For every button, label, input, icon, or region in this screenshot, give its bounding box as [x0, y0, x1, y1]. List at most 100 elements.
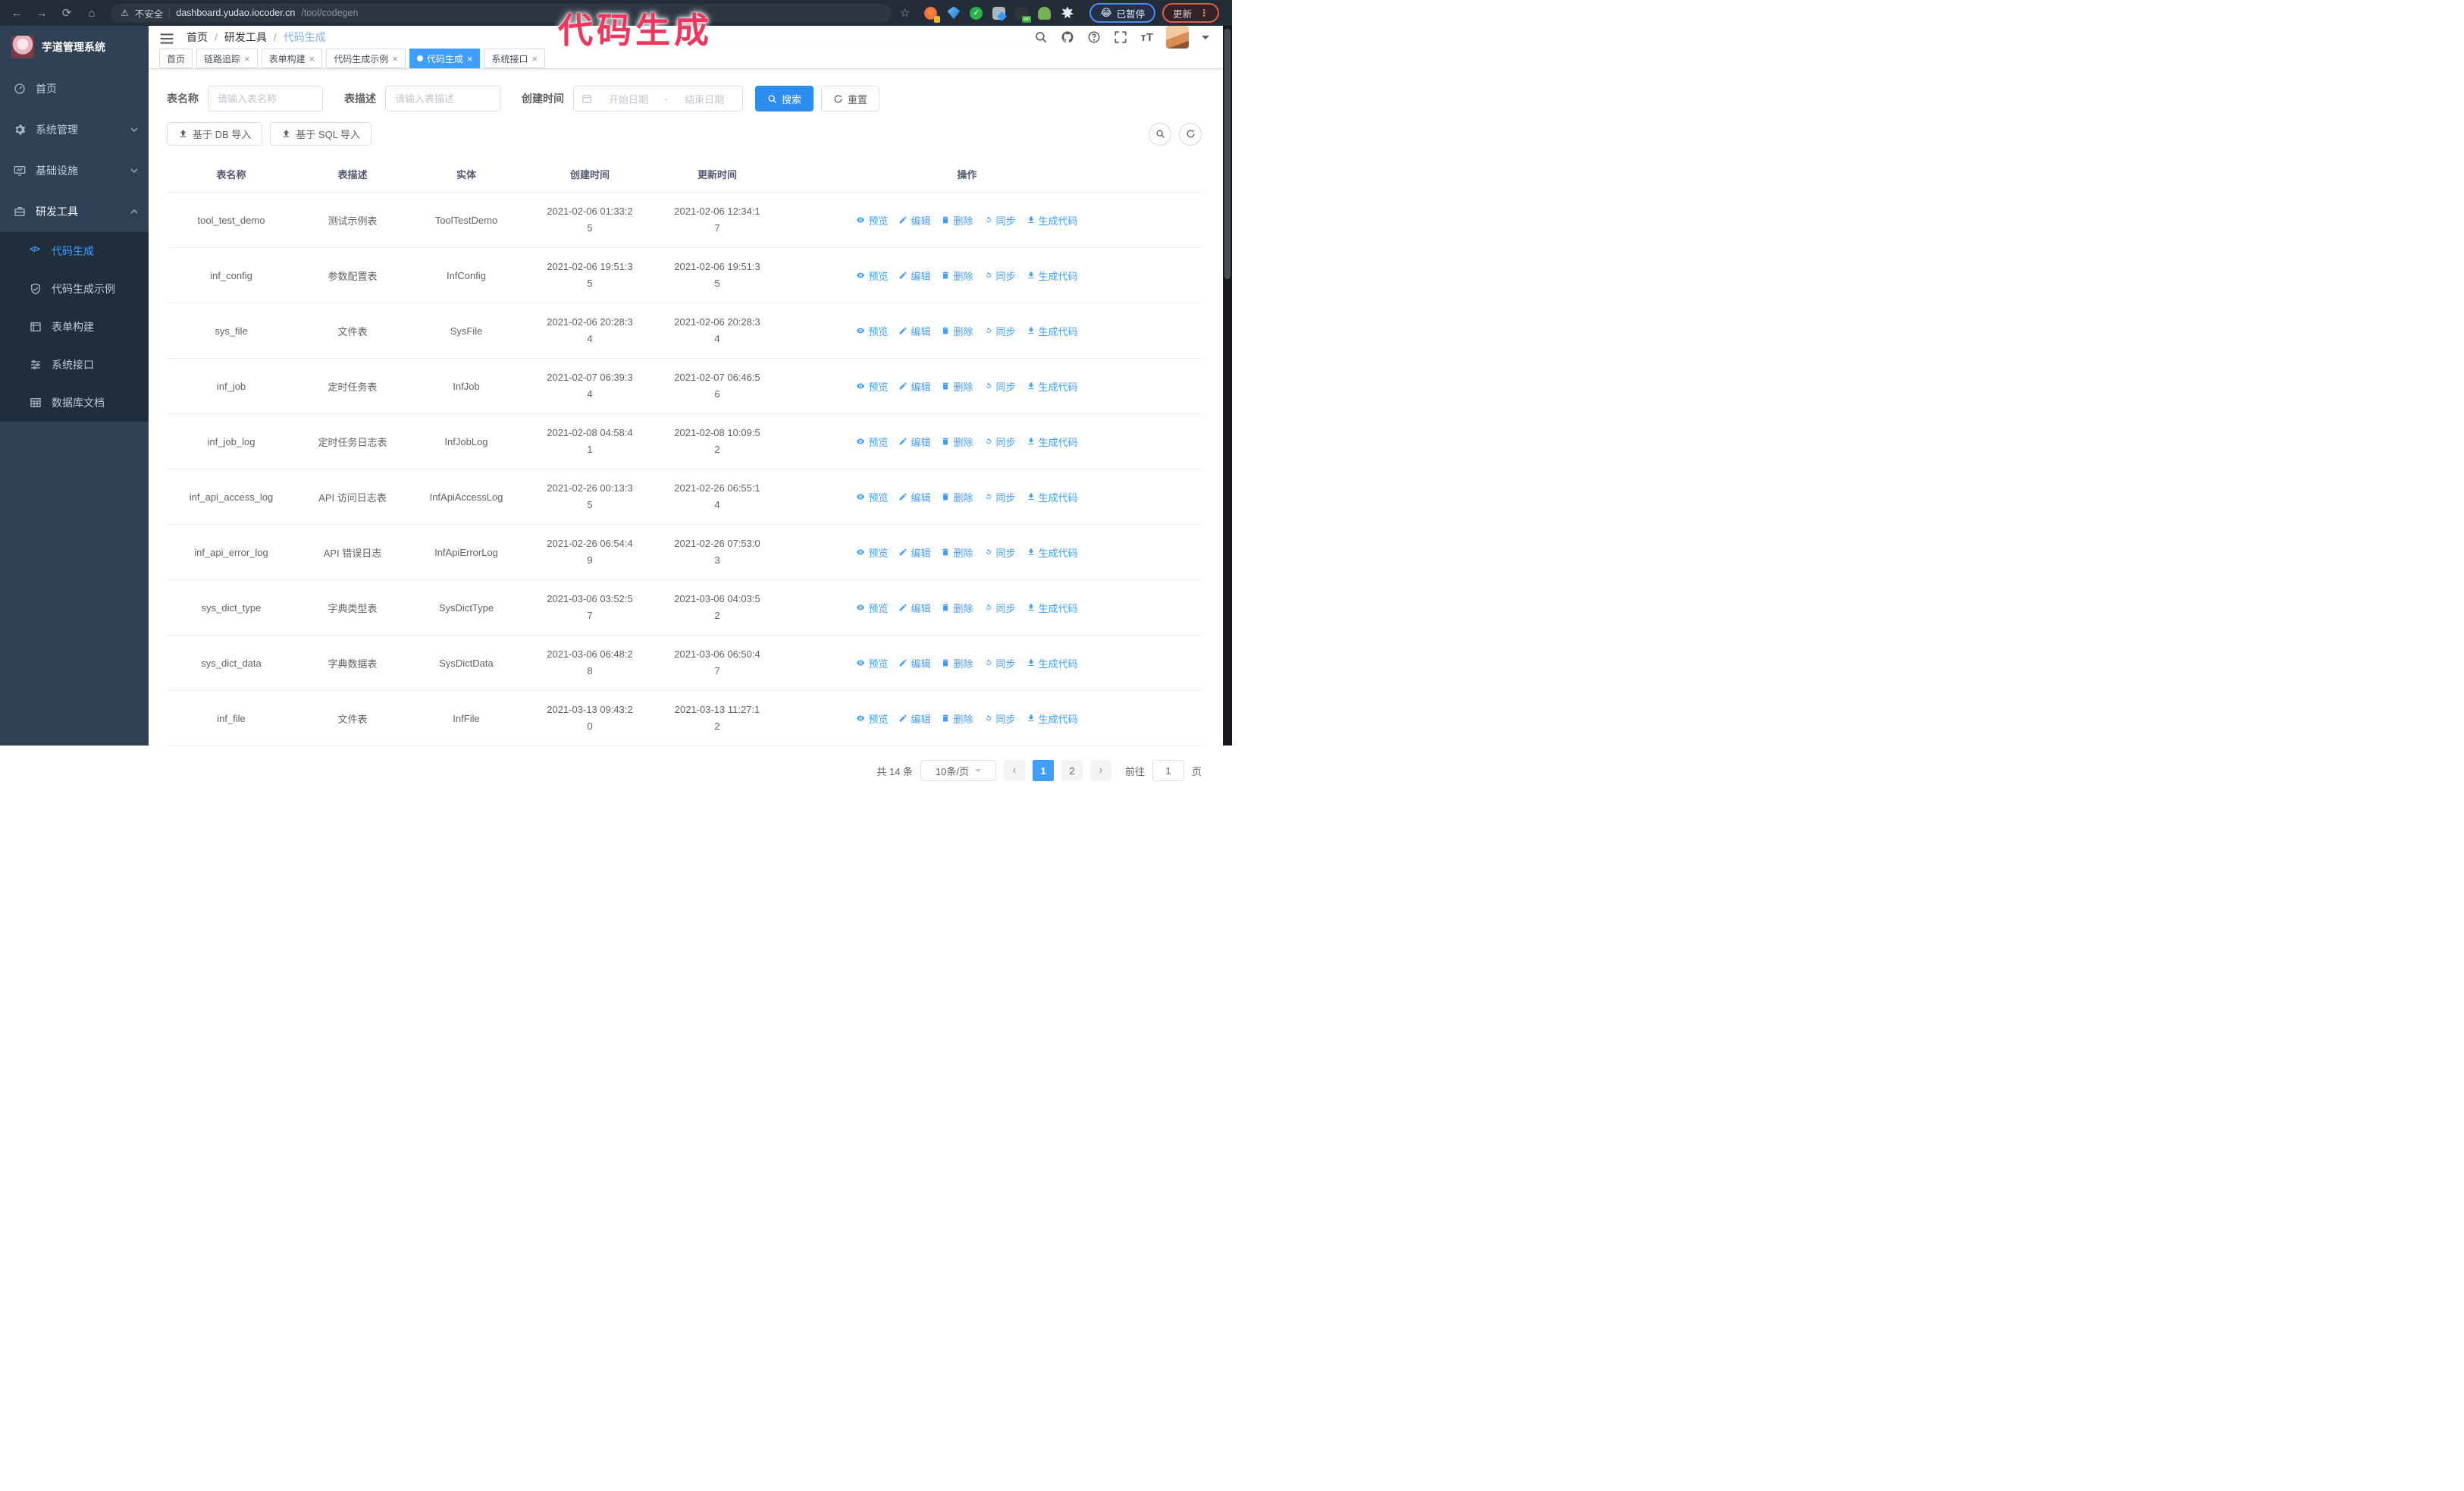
- edit-action[interactable]: 编辑: [898, 490, 930, 504]
- delete-action[interactable]: 删除: [941, 711, 973, 726]
- page-button-1[interactable]: 1: [1032, 760, 1054, 781]
- generate-action[interactable]: 生成代码: [1027, 213, 1078, 228]
- search-icon[interactable]: [1034, 30, 1048, 44]
- sidebar-item-system-api[interactable]: 系统接口: [0, 346, 149, 384]
- preview-action[interactable]: 预览: [856, 711, 888, 726]
- delete-action[interactable]: 删除: [941, 490, 973, 504]
- table-name-input[interactable]: [208, 86, 323, 111]
- tab-codegen[interactable]: 代码生成 ×: [409, 49, 481, 68]
- sidebar-item-home[interactable]: 首页: [0, 68, 149, 109]
- close-icon[interactable]: ×: [309, 52, 315, 64]
- reset-button[interactable]: 重置: [821, 86, 880, 111]
- back-icon[interactable]: ←: [11, 6, 23, 20]
- search-button[interactable]: 搜索: [755, 86, 814, 111]
- generate-action[interactable]: 生成代码: [1027, 490, 1078, 504]
- delete-action[interactable]: 删除: [941, 656, 973, 670]
- sync-action[interactable]: 同步: [984, 490, 1016, 504]
- sync-action[interactable]: 同步: [984, 601, 1016, 615]
- preview-action[interactable]: 预览: [856, 268, 888, 283]
- bookmark-star-icon[interactable]: ☆: [900, 7, 911, 20]
- date-range-picker[interactable]: 开始日期 - 结束日期: [573, 86, 743, 111]
- preview-action[interactable]: 预览: [856, 435, 888, 449]
- page-button-2[interactable]: 2: [1061, 760, 1083, 781]
- preview-action[interactable]: 预览: [856, 656, 888, 670]
- preview-action[interactable]: 预览: [856, 213, 888, 228]
- paused-button[interactable]: 😂 已暂停: [1089, 3, 1156, 23]
- extension-icon[interactable]: [947, 6, 961, 20]
- prev-page-button[interactable]: ‹: [1003, 760, 1025, 781]
- tab-home[interactable]: 首页: [159, 49, 193, 68]
- close-icon[interactable]: ×: [244, 52, 250, 64]
- breadcrumb-home[interactable]: 首页: [187, 31, 208, 43]
- font-size-icon[interactable]: тT: [1140, 30, 1153, 44]
- hamburger-icon[interactable]: [159, 31, 174, 44]
- sidebar-item-db-doc[interactable]: 数据库文档: [0, 384, 149, 422]
- sync-action[interactable]: 同步: [984, 545, 1016, 560]
- delete-action[interactable]: 删除: [941, 324, 973, 338]
- preview-action[interactable]: 预览: [856, 601, 888, 615]
- edit-action[interactable]: 编辑: [898, 435, 930, 449]
- address-bar[interactable]: ⚠ 不安全 dashboard.yudao.iocoder.cn/tool/co…: [111, 3, 892, 23]
- refresh-table-button[interactable]: [1179, 122, 1202, 146]
- edit-action[interactable]: 编辑: [898, 379, 930, 394]
- browser-scrollbar[interactable]: [1223, 26, 1232, 746]
- github-icon[interactable]: [1061, 30, 1074, 44]
- extension-icon[interactable]: [992, 6, 1006, 20]
- generate-action[interactable]: 生成代码: [1027, 601, 1078, 615]
- import-db-button[interactable]: 基于 DB 导入: [167, 122, 263, 146]
- preview-action[interactable]: 预览: [856, 545, 888, 560]
- tab-form-builder[interactable]: 表单构建 ×: [261, 49, 323, 68]
- sync-action[interactable]: 同步: [984, 213, 1016, 228]
- edit-action[interactable]: 编辑: [898, 711, 930, 726]
- delete-action[interactable]: 删除: [941, 213, 973, 228]
- generate-action[interactable]: 生成代码: [1027, 435, 1078, 449]
- generate-action[interactable]: 生成代码: [1027, 324, 1078, 338]
- sidebar-item-infra[interactable]: 基础设施: [0, 150, 149, 191]
- delete-action[interactable]: 删除: [941, 545, 973, 560]
- delete-action[interactable]: 删除: [941, 601, 973, 615]
- generate-action[interactable]: 生成代码: [1027, 711, 1078, 726]
- sidebar-item-devtools[interactable]: 研发工具: [0, 191, 149, 232]
- chevron-down-icon[interactable]: [1202, 35, 1209, 43]
- delete-action[interactable]: 删除: [941, 435, 973, 449]
- reload-icon[interactable]: ⟳: [61, 7, 72, 20]
- edit-action[interactable]: 编辑: [898, 324, 930, 338]
- close-icon[interactable]: ×: [466, 52, 473, 64]
- extension-icon[interactable]: [924, 6, 941, 23]
- forward-icon[interactable]: →: [36, 6, 48, 20]
- edit-action[interactable]: 编辑: [898, 601, 930, 615]
- import-sql-button[interactable]: 基于 SQL 导入: [270, 122, 372, 146]
- tab-tracing[interactable]: 链路追踪 ×: [196, 49, 258, 68]
- page-size-select[interactable]: 10条/页: [920, 760, 996, 781]
- sync-action[interactable]: 同步: [984, 379, 1016, 394]
- edit-action[interactable]: 编辑: [898, 213, 930, 228]
- help-icon[interactable]: [1087, 30, 1101, 44]
- table-desc-input[interactable]: [385, 86, 500, 111]
- delete-action[interactable]: 删除: [941, 268, 973, 283]
- sync-action[interactable]: 同步: [984, 268, 1016, 283]
- sync-action[interactable]: 同步: [984, 711, 1016, 726]
- extension-icon[interactable]: [1061, 6, 1074, 19]
- app-logo-row[interactable]: 芋道管理系统: [0, 26, 149, 68]
- generate-action[interactable]: 生成代码: [1027, 268, 1078, 283]
- extension-icon[interactable]: [970, 6, 983, 20]
- delete-action[interactable]: 删除: [941, 379, 973, 394]
- fullscreen-icon[interactable]: [1114, 30, 1127, 44]
- sidebar-item-form-builder[interactable]: 表单构建: [0, 308, 149, 346]
- avatar[interactable]: [1166, 26, 1189, 49]
- sidebar-item-codegen[interactable]: </> 代码生成: [30, 245, 94, 257]
- edit-action[interactable]: 编辑: [898, 545, 930, 560]
- extension-icon[interactable]: [1038, 6, 1052, 20]
- kebab-menu-icon[interactable]: ⋮: [1199, 8, 1209, 18]
- goto-page-input[interactable]: [1152, 760, 1184, 781]
- generate-action[interactable]: 生成代码: [1027, 545, 1078, 560]
- scrollbar-thumb[interactable]: [1224, 29, 1230, 279]
- show-search-button[interactable]: [1149, 122, 1171, 146]
- tab-system-api[interactable]: 系统接口 ×: [484, 49, 546, 68]
- sync-action[interactable]: 同步: [984, 656, 1016, 670]
- preview-action[interactable]: 预览: [856, 490, 888, 504]
- generate-action[interactable]: 生成代码: [1027, 656, 1078, 670]
- sidebar-item-system[interactable]: 系统管理: [0, 109, 149, 150]
- edit-action[interactable]: 编辑: [898, 656, 930, 670]
- next-page-button[interactable]: ›: [1089, 760, 1111, 781]
